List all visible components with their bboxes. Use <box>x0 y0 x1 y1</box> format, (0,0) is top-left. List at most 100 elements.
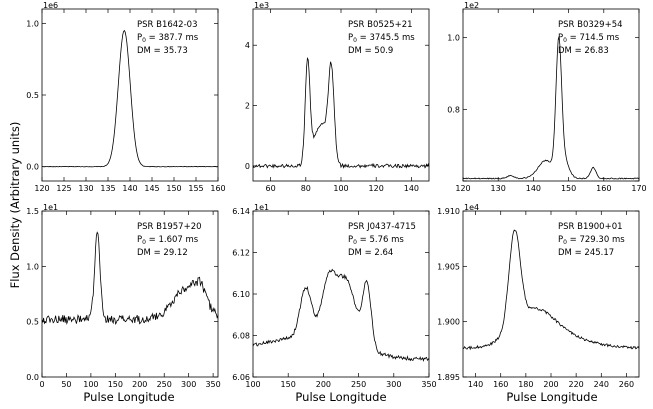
pulsar-name: PSR B1642-03 <box>137 20 197 30</box>
x-tick-label: 160 <box>210 184 225 193</box>
axis-multiplier: 1e1 <box>43 203 58 212</box>
x-tick-label: 200 <box>316 380 331 389</box>
y-tick-label: 6.14 <box>232 207 250 216</box>
y-tick-label: 0.8 <box>447 105 460 114</box>
pulsar-period: P0 = 1.607 ms <box>137 235 199 246</box>
y-tick-label: 1.900 <box>437 318 460 327</box>
pulsar-dm: DM = 35.73 <box>137 46 188 56</box>
x-tick-label: 120 <box>455 184 470 193</box>
y-tick-label: 1.910 <box>437 207 460 216</box>
x-tick-label: 145 <box>144 184 159 193</box>
x-axis-label-1: Pulse Longitude <box>83 390 174 404</box>
x-tick-label: 50 <box>61 380 71 389</box>
x-tick-label: 250 <box>351 380 366 389</box>
pulsar-name: PSR B0525+21 <box>348 20 413 30</box>
axes-frame <box>41 210 219 378</box>
x-tick-label: 150 <box>281 380 296 389</box>
pulsar-dm: DM = 245.17 <box>558 248 614 258</box>
pulsar-name: PSR J0437-4715 <box>348 222 416 232</box>
x-tick-label: 140 <box>404 184 419 193</box>
x-tick-label: 180 <box>518 380 533 389</box>
pulsar-period: P0 = 5.76 ms <box>348 235 404 246</box>
pulsar-dm: DM = 50.9 <box>348 46 393 56</box>
x-tick-label: 170 <box>631 184 646 193</box>
x-tick-label: 60 <box>266 184 276 193</box>
pulsar-name: PSR B1957+20 <box>137 222 202 232</box>
x-tick-label: 140 <box>468 380 483 389</box>
y-tick-label: 0.5 <box>26 318 39 327</box>
pulsar-dm: DM = 29.12 <box>137 248 188 258</box>
x-tick-label: 150 <box>166 184 181 193</box>
y-tick-label: 1.0 <box>26 19 39 28</box>
y-tick-label: 1.0 <box>26 262 39 271</box>
y-tick-label: 6.12 <box>232 249 250 258</box>
x-tick-label: 150 <box>561 184 576 193</box>
pulsar-name: PSR B0329+54 <box>558 20 623 30</box>
y-axis-label: Flux Density (Arbitrary units) <box>8 122 22 289</box>
x-tick-label: 300 <box>386 380 401 389</box>
x-tick-label: 0 <box>39 380 44 389</box>
x-tick-label: 160 <box>596 184 611 193</box>
profile-line <box>41 29 219 168</box>
pulsar-period: P0 = 714.5 ms <box>558 33 620 44</box>
panel-5: 100 150 200 250 300 350 6.06 6.08 6.10 6.12 6.14 1e… <box>232 203 436 389</box>
y-tick-label: 1.905 <box>437 262 460 271</box>
profile-line <box>462 229 640 351</box>
pulsar-period: P0 = 3745.5 ms <box>348 33 415 44</box>
pulsar-period: P0 = 729.30 ms <box>558 235 625 246</box>
y-tick-label: 0.0 <box>26 373 39 382</box>
x-tick-label: 350 <box>205 380 220 389</box>
y-tick-label: 0.5 <box>26 91 39 100</box>
x-tick-label: 130 <box>491 184 506 193</box>
x-tick-label: 250 <box>157 380 172 389</box>
x-tick-label: 350 <box>421 380 436 389</box>
panel-1: 120 125 130 135 140 145 150 155 160 0.0 0.5 1.0 1e6 P… <box>26 1 225 193</box>
y-tick-label: 6.08 <box>232 332 250 341</box>
profile-line <box>462 36 640 180</box>
x-tick-label: 140 <box>526 184 541 193</box>
axis-multiplier: 1e4 <box>464 203 479 212</box>
x-tick-label: 120 <box>34 184 49 193</box>
x-tick-label: 240 <box>594 380 609 389</box>
profile-line <box>41 231 219 325</box>
pulsar-period: P0 = 387.7 ms <box>137 33 199 44</box>
x-tick-label: 200 <box>543 380 558 389</box>
x-tick-label: 160 <box>493 380 508 389</box>
x-tick-label: 300 <box>181 380 196 389</box>
x-tick-label: 260 <box>619 380 634 389</box>
panel-3: 120 130 140 150 160 170 0.8 1.0 1e2 PSR B0329+54 P… <box>447 1 646 193</box>
x-tick-label: 120 <box>369 184 384 193</box>
axes-frame <box>462 8 640 182</box>
profile-line <box>252 268 430 362</box>
x-tick-label: 155 <box>188 184 203 193</box>
pulsar-dm: DM = 2.64 <box>348 248 393 258</box>
x-tick-label: 100 <box>333 184 348 193</box>
x-axis-label-2: Pulse Longitude <box>295 390 386 404</box>
y-tick-label: 1.0 <box>447 34 460 43</box>
pulsar-dm: DM = 26.83 <box>558 46 609 56</box>
axis-multiplier: 1e6 <box>43 1 58 10</box>
y-tick-label: 6.06 <box>232 373 250 382</box>
x-tick-label: 125 <box>56 184 71 193</box>
y-tick-label: 4 <box>245 41 250 50</box>
panel-2: 60 80 100 120 140 0 2 4 1e3 PSR B0525+21 P0 = 3745… <box>245 1 430 193</box>
profile-line <box>252 56 430 169</box>
y-tick-label: 0.0 <box>26 163 39 172</box>
x-tick-label: 140 <box>122 184 137 193</box>
y-tick-label: 1.895 <box>437 373 460 382</box>
pulsar-name: PSR B1900+01 <box>558 222 623 232</box>
x-tick-label: 200 <box>132 380 147 389</box>
y-tick-label: 0 <box>245 162 250 171</box>
x-tick-label: 80 <box>301 184 311 193</box>
y-tick-label: 1.5 <box>26 207 39 216</box>
y-tick-label: 2 <box>245 102 250 111</box>
y-tick-label: 6.10 <box>232 290 250 299</box>
x-tick-label: 135 <box>100 184 115 193</box>
x-tick-label: 220 <box>569 380 584 389</box>
axis-multiplier: 1e3 <box>254 1 269 10</box>
axis-multiplier: 1e2 <box>464 1 479 10</box>
x-tick-label: 130 <box>78 184 93 193</box>
x-tick-label: 100 <box>83 380 98 389</box>
x-tick-label: 100 <box>245 380 260 389</box>
